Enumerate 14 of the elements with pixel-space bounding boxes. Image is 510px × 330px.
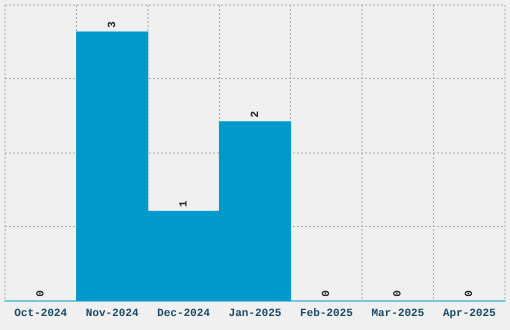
x-tick-label: Nov-2024 [86,308,139,320]
x-tick-label: Jan-2025 [228,308,282,320]
data-label: 0 [321,290,334,297]
x-tick-label: Oct-2024 [14,308,68,320]
data-label: 0 [35,290,48,297]
x-tick-label: Dec-2024 [157,308,210,320]
data-label: 1 [178,200,190,208]
x-tick-label: Mar-2025 [371,308,425,320]
data-label: 3 [106,20,119,28]
data-label: 0 [392,290,405,297]
data-label: 0 [464,290,476,297]
x-tick-label: Feb-2025 [300,308,354,320]
x-tick-label: Apr-2025 [442,308,496,320]
data-label: 2 [250,110,262,118]
